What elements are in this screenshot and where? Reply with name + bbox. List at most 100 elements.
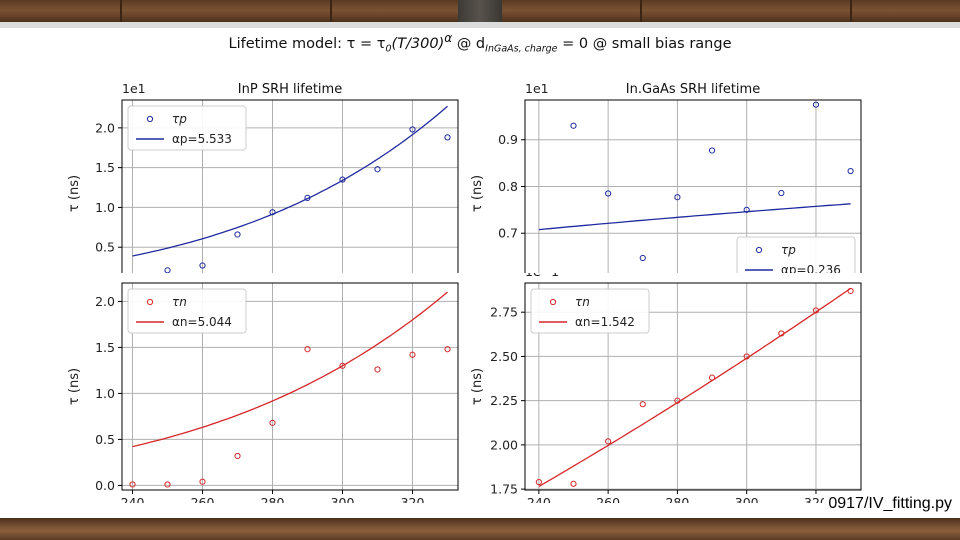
frame-margin	[0, 22, 960, 28]
chart-ingaas-p: 2402602803003200.60.70.80.9τpαp=0.236In.…	[470, 81, 862, 273]
wood-frame-bottom	[0, 518, 960, 540]
y-tick-label: 0.5	[95, 240, 115, 255]
title-exponent: α	[444, 31, 453, 45]
legend-marker	[755, 246, 763, 254]
x-tick-label: 240	[121, 495, 145, 503]
data-point	[339, 176, 346, 183]
data-point	[535, 478, 542, 486]
data-point	[674, 397, 681, 404]
title-subscript-zero: 0	[385, 43, 392, 55]
title-prefix: Lifetime model: τ = τ	[228, 35, 386, 52]
binder-clip	[458, 0, 502, 22]
y-tick-label: 1.0	[95, 386, 115, 401]
data-point	[164, 267, 171, 273]
data-point	[778, 189, 785, 197]
legend-marker-label: τn	[172, 295, 187, 309]
data-point	[269, 419, 276, 426]
x-tick-label: 240	[527, 495, 551, 503]
data-point	[164, 481, 171, 488]
x-tick-label: 280	[665, 495, 689, 503]
axes-frame	[121, 282, 459, 491]
legend-marker	[549, 298, 557, 306]
chart-inp-p: 2402602803003200.00.51.01.52.0τpαp=5.533…	[67, 81, 459, 273]
y-tick-label: 2.00	[490, 437, 518, 452]
y-axis-label: τ (ns)	[67, 175, 82, 212]
y-tick-label: 2.75	[490, 305, 518, 320]
chart-title: In.GaAs SRH lifetime	[626, 82, 760, 97]
axes-frame	[524, 282, 862, 491]
y-tick-label: 0.6	[498, 272, 518, 273]
x-tick-label: 320	[401, 495, 425, 503]
data-point	[374, 166, 381, 173]
y-axis-label: τ (ns)	[470, 368, 485, 405]
y-tick-label: 2.0	[95, 120, 115, 135]
data-point	[639, 401, 646, 408]
data-point	[743, 353, 750, 360]
title-at: @ d	[452, 35, 486, 52]
axes-frame	[524, 99, 862, 273]
x-tick-label: 320	[804, 495, 828, 503]
data-point	[743, 206, 750, 213]
filename-caption: 0917/IV_fitting.py	[824, 492, 956, 516]
legend-line-label: αp=5.533	[172, 132, 232, 146]
chart-title: InP SRH lifetime	[238, 82, 342, 97]
legend-marker	[146, 115, 154, 123]
legend-marker-label: τn	[575, 295, 590, 309]
y-tick-label: 2.25	[490, 393, 518, 408]
y-tick-label: 0.5	[95, 432, 115, 447]
data-point	[605, 438, 612, 445]
data-point	[708, 374, 716, 381]
y-axis-label: τ (ns)	[67, 368, 82, 405]
axes-frame	[121, 99, 459, 273]
figure-title: Lifetime model: τ = τ0(T/300)α @ dInGaAs…	[0, 31, 960, 55]
chart-ingaas-n: 240 260 280 300 320 1.75 2.00 2.25 2.50 2.75 τn αn=…	[470, 273, 862, 503]
y-tick-label: 1.0	[95, 200, 115, 215]
data-point	[129, 481, 136, 488]
y-tick-label: 0.8	[498, 179, 518, 194]
data-point	[234, 452, 241, 460]
y-tick-label: 1.75	[490, 482, 518, 497]
fit-line	[538, 287, 851, 487]
x-tick-label: 280	[261, 495, 285, 503]
x-tick-label: 260	[596, 495, 620, 503]
data-point	[234, 231, 241, 238]
y-offset-label: 1e1	[525, 81, 549, 96]
data-point	[269, 209, 276, 216]
data-point	[199, 262, 206, 269]
fit-line	[132, 105, 448, 257]
data-point	[605, 190, 612, 197]
y-tick-label: 0.7	[498, 226, 518, 241]
legend-line-label: αn=5.044	[172, 315, 232, 329]
data-point	[304, 346, 311, 353]
data-point	[339, 362, 346, 369]
y-tick-label: 1.5	[95, 340, 115, 355]
legend-marker-label: τp	[781, 243, 796, 257]
data-point	[847, 287, 854, 295]
data-point	[847, 167, 854, 175]
legend-marker	[146, 298, 154, 306]
fit-line	[132, 291, 448, 448]
data-point	[708, 147, 716, 154]
title-model-term: (T/300)	[391, 35, 445, 52]
chart-inp-n: 240 260 280 300 320 0.0 0.5 1.0 1.5 2.0 τn αn=5.044…	[67, 282, 459, 503]
legend-box	[736, 236, 856, 273]
data-point	[570, 122, 577, 129]
data-point	[778, 330, 785, 337]
data-point	[812, 101, 820, 108]
data-point	[570, 480, 577, 487]
data-point	[199, 478, 206, 485]
x-tick-label: 300	[331, 495, 355, 503]
x-tick-label: 300	[735, 495, 759, 503]
y-offset-label: 1e−1	[525, 273, 559, 279]
x-tick-label: 260	[191, 495, 215, 503]
legend-line-label: αp=0.236	[781, 263, 841, 273]
y-tick-label: 0.0	[95, 478, 115, 493]
y-tick-label: 1.5	[95, 160, 115, 175]
data-point	[374, 366, 381, 373]
data-point	[674, 194, 681, 201]
fit-line	[538, 203, 851, 231]
y-tick-label: 0.9	[498, 132, 518, 147]
title-suffix: = 0 @ small bias range	[557, 35, 732, 52]
y-tick-label: 2.0	[95, 294, 115, 309]
data-point	[304, 194, 311, 201]
